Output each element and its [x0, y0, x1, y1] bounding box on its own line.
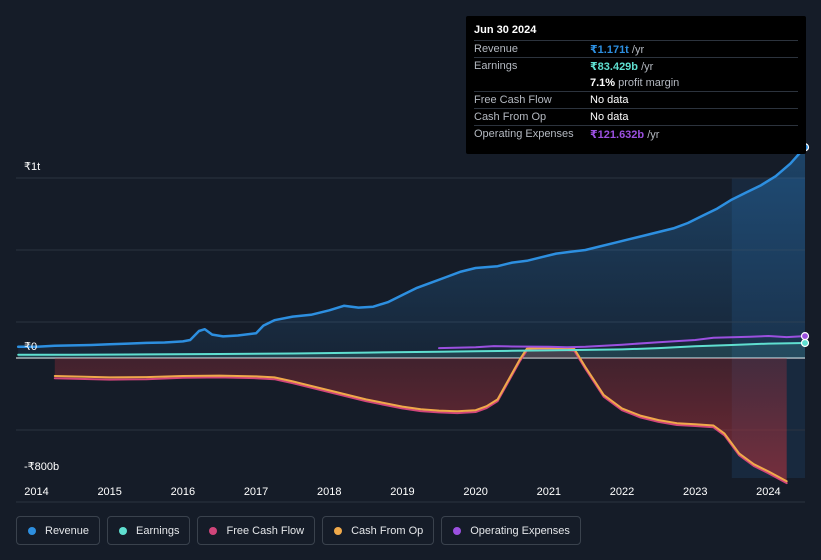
- tooltip-value: ₹121.632b: [590, 128, 645, 141]
- tooltip-row-fcf: Free Cash Flow No data: [474, 91, 798, 108]
- earnings-end-marker: [800, 338, 810, 348]
- x-tick-label: 2022: [610, 486, 634, 498]
- y-label-top: ₹1t: [24, 161, 41, 173]
- legend-item-operating-expenses[interactable]: Operating Expenses: [441, 516, 581, 545]
- x-tick-label: 2014: [24, 486, 48, 498]
- legend-item-free-cash-flow[interactable]: Free Cash Flow: [197, 516, 316, 545]
- tooltip-label: Earnings: [474, 60, 518, 72]
- x-tick-label: 2016: [171, 486, 195, 498]
- legend-dot-icon: [119, 526, 128, 535]
- tooltip-row-cfo: Cash From Op No data: [474, 108, 798, 125]
- legend-label: Earnings: [136, 524, 180, 537]
- legend-dot-icon: [28, 526, 36, 535]
- x-tick-label: 2017: [244, 486, 268, 498]
- tooltip-row-earnings: Earnings ₹83.429b /yr: [474, 57, 798, 74]
- tooltip-row-opex: Operating Expenses ₹121.632b /yr: [474, 125, 798, 142]
- tooltip-value: ₹83.429b: [590, 60, 639, 73]
- tooltip-label: Cash From Op: [474, 111, 547, 123]
- legend-label: Operating Expenses: [470, 524, 570, 537]
- cash-from-op-line: [53, 347, 788, 483]
- revenue-area: [18, 147, 805, 358]
- tooltip-unit: /yr: [644, 128, 660, 141]
- x-tick-label: 2018: [317, 486, 341, 498]
- legend-dot-icon: [334, 526, 343, 535]
- x-tick-label: 2020: [463, 486, 487, 498]
- x-tick-label: 2015: [97, 486, 121, 498]
- tooltip-unit: /yr: [638, 60, 654, 73]
- legend-item-cash-from-op[interactable]: Cash From Op: [322, 516, 435, 545]
- legend-label: Cash From Op: [351, 524, 424, 537]
- y-label-bottom: -₹800b: [24, 461, 60, 473]
- tooltip-row-revenue: Revenue ₹1.171t /yr: [474, 40, 798, 57]
- legend-dot-icon: [453, 526, 462, 535]
- legend-item-earnings[interactable]: Earnings: [107, 516, 191, 545]
- tooltip-unit: profit margin: [615, 76, 680, 89]
- tooltip-unit: /yr: [628, 43, 645, 56]
- x-tick-label: 2024: [756, 486, 780, 498]
- cash-from-op-area: [54, 348, 787, 482]
- tooltip-value: No data: [590, 111, 629, 123]
- legend-item-revenue[interactable]: Revenue: [16, 516, 101, 545]
- tooltip-label: Revenue: [474, 43, 519, 55]
- operating-expenses-line: [438, 335, 806, 350]
- tooltip-row-margin: 7.1% profit margin: [474, 74, 798, 91]
- x-tick-label: 2021: [537, 486, 561, 498]
- x-tick-label: 2019: [390, 486, 414, 498]
- chart-legend: Revenue Earnings Free Cash Flow Cash Fro…: [16, 516, 581, 545]
- tooltip-date: Jun 30 2024: [474, 24, 537, 36]
- x-tick-label: 2023: [683, 486, 707, 498]
- earnings-line: [17, 342, 806, 356]
- operating-expenses-end-marker: [800, 332, 810, 341]
- legend-label: Free Cash Flow: [226, 524, 305, 537]
- legend-dot-icon: [209, 526, 218, 535]
- tooltip-label: Operating Expenses: [474, 128, 574, 140]
- legend-label: Revenue: [45, 524, 90, 537]
- tooltip-value: 7.1%: [590, 76, 616, 89]
- tooltip-label: Free Cash Flow: [474, 94, 552, 106]
- y-label-zero: ₹0: [24, 341, 38, 353]
- data-tooltip: Jun 30 2024 Revenue ₹1.171t /yr Earnings…: [466, 16, 806, 154]
- tooltip-value: ₹1.171t: [590, 43, 629, 56]
- tooltip-value: No data: [590, 94, 629, 106]
- revenue-line: [16, 145, 807, 349]
